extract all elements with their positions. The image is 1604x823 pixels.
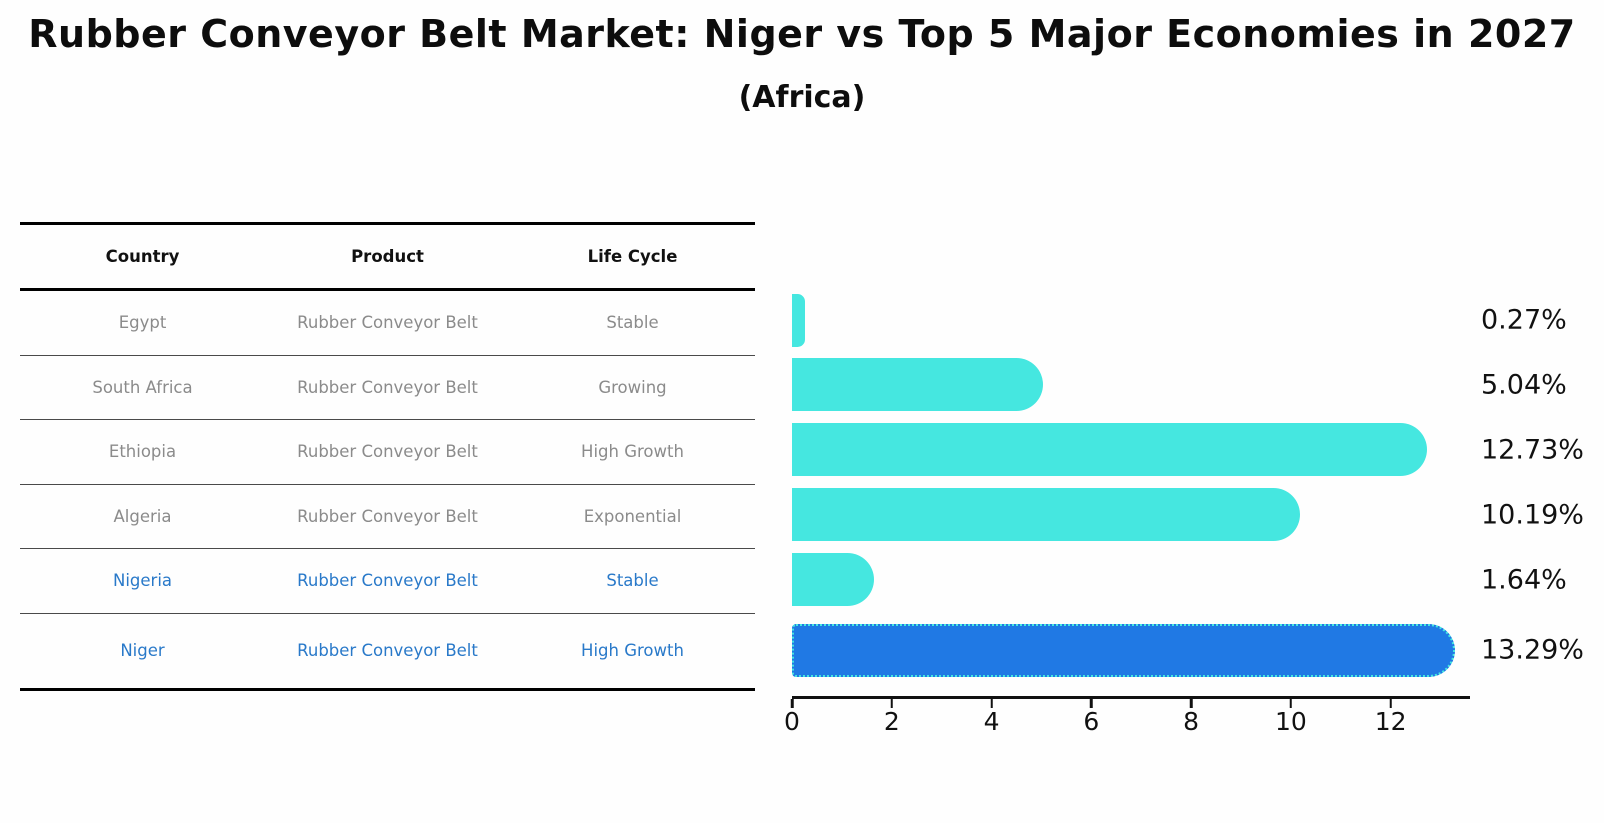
info-table: Country Product Life Cycle Egypt Rubber C…	[20, 222, 755, 691]
x-axis-line	[792, 696, 1470, 699]
value-label: 5.04%	[1481, 369, 1567, 400]
cell-country: South Africa	[92, 377, 193, 397]
cell-life-cycle: Exponential	[583, 506, 682, 526]
x-tick	[1189, 699, 1193, 708]
cell-country: Nigeria	[112, 571, 173, 591]
x-tick-label: 6	[1083, 707, 1100, 736]
x-tick	[1289, 699, 1293, 708]
table-body: Egypt Rubber Conveyor Belt Stable South Afr…	[20, 291, 755, 688]
cell-life-cycle: Stable	[606, 313, 659, 333]
x-tick-label: 0	[784, 707, 800, 736]
chart-title: Rubber Conveyor Belt Market: Niger vs To…	[28, 12, 1576, 56]
x-tick	[790, 699, 794, 708]
cell-product: Rubber Conveyor Belt	[297, 571, 478, 591]
value-label: 13.29%	[1481, 634, 1584, 666]
value-label: 1.64%	[1481, 564, 1567, 595]
x-tick	[1389, 699, 1392, 708]
table-row: Egypt Rubber Conveyor Belt Stable	[20, 291, 755, 356]
cell-product: Rubber Conveyor Belt	[297, 377, 478, 397]
cell-life-cycle: Growing	[598, 377, 667, 397]
bar	[792, 488, 1301, 541]
value-label: 10.19%	[1481, 499, 1584, 530]
x-tick-label: 4	[983, 707, 1000, 736]
x-tick-label: 10	[1274, 707, 1307, 736]
cell-product: Rubber Conveyor Belt	[297, 506, 478, 526]
bar	[792, 293, 806, 347]
bar	[792, 553, 874, 606]
cell-life-cycle: High Growth	[581, 641, 684, 660]
table-header-row: Country Product Life Cycle	[20, 225, 755, 291]
chart-subtitle: (Africa)	[738, 80, 866, 115]
col-header-life-cycle: Life Cycle	[587, 247, 678, 266]
x-tick	[1090, 699, 1093, 708]
x-tick-label: 8	[1183, 707, 1200, 736]
table-row: Algeria Rubber Conveyor Belt Exponential	[20, 485, 755, 549]
cell-country: Algeria	[113, 506, 172, 526]
table-row-highlight: Niger Rubber Conveyor Belt High Growth	[20, 614, 755, 688]
x-tick	[990, 699, 993, 708]
highlight-bar	[792, 623, 1456, 677]
value-label: 12.73%	[1481, 434, 1584, 465]
cell-life-cycle: High Growth	[581, 442, 684, 462]
table-row: South Africa Rubber Conveyor Belt Growing	[20, 356, 755, 420]
table-row: Ethiopia Rubber Conveyor Belt High Growth	[20, 420, 755, 485]
cell-country: Niger	[120, 641, 165, 660]
table-row-highlight: Nigeria Rubber Conveyor Belt Stable	[20, 549, 755, 614]
col-header-country: Country	[105, 247, 180, 266]
cell-product: Rubber Conveyor Belt	[297, 442, 478, 462]
x-tick-label: 12	[1374, 707, 1407, 736]
bar	[792, 423, 1428, 476]
col-header-product: Product	[351, 247, 424, 266]
x-tick	[890, 699, 894, 708]
cell-life-cycle: Stable	[606, 571, 659, 591]
cell-country: Egypt	[118, 313, 167, 333]
bar	[792, 358, 1044, 411]
cell-country: Ethiopia	[108, 442, 177, 462]
x-tick-label: 2	[883, 707, 900, 736]
value-label: 0.27%	[1481, 304, 1567, 336]
cell-product: Rubber Conveyor Belt	[297, 313, 478, 333]
cell-product: Rubber Conveyor Belt	[297, 641, 478, 660]
